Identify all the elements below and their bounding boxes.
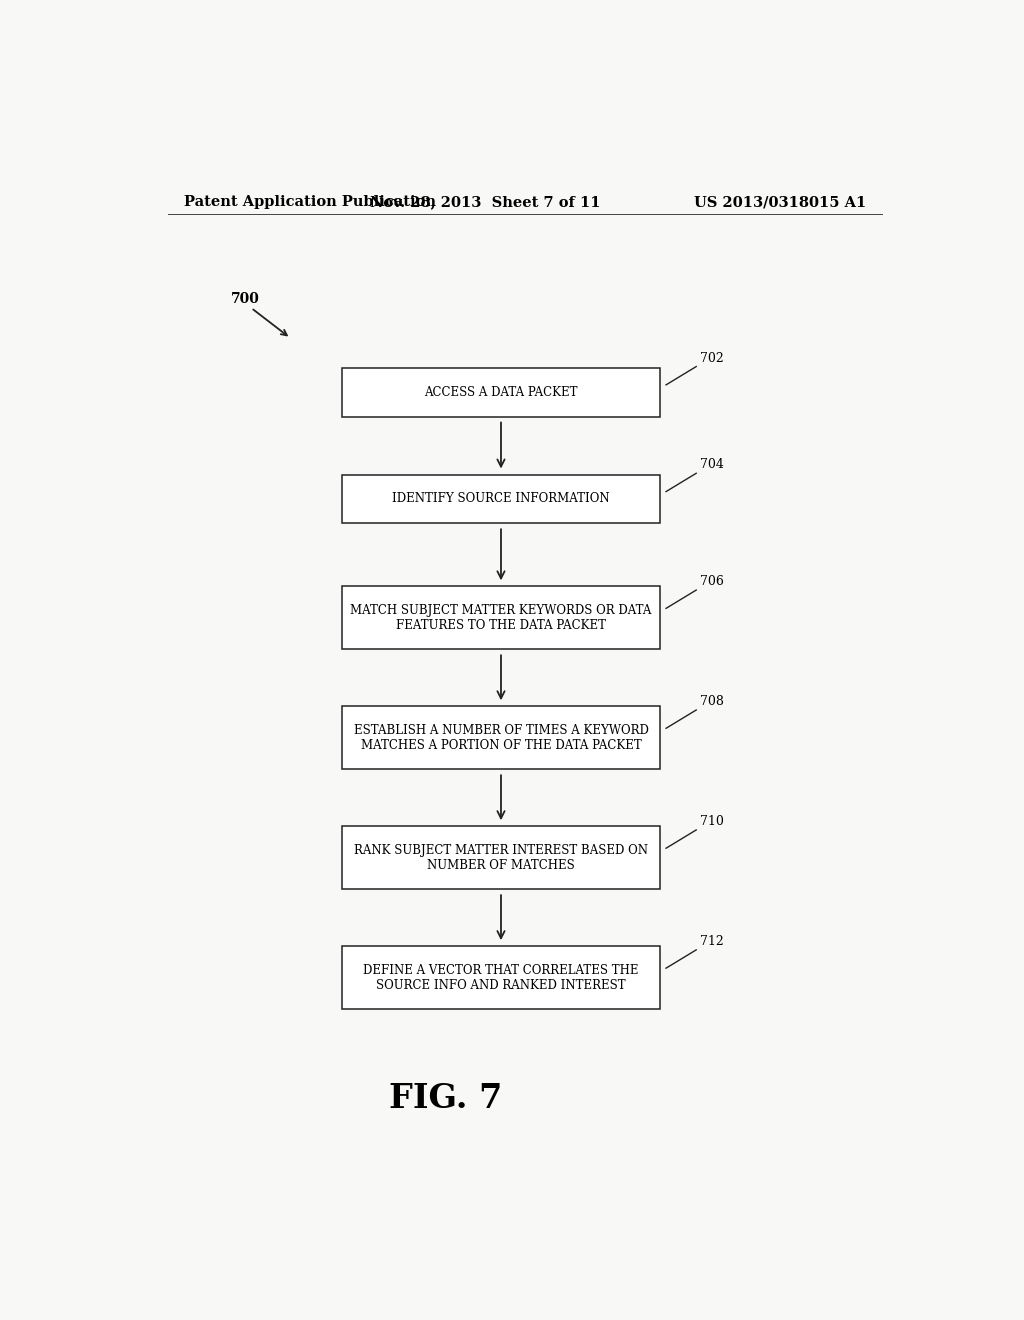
Text: 706: 706: [700, 576, 724, 587]
Text: ACCESS A DATA PACKET: ACCESS A DATA PACKET: [424, 385, 578, 399]
FancyBboxPatch shape: [342, 826, 659, 890]
FancyBboxPatch shape: [342, 368, 659, 417]
Text: FIG. 7: FIG. 7: [389, 1082, 502, 1115]
Text: Patent Application Publication: Patent Application Publication: [183, 195, 435, 209]
Text: 712: 712: [700, 935, 724, 948]
Text: US 2013/0318015 A1: US 2013/0318015 A1: [694, 195, 866, 209]
FancyBboxPatch shape: [342, 706, 659, 770]
Text: 708: 708: [700, 694, 724, 708]
Text: DEFINE A VECTOR THAT CORRELATES THE
SOURCE INFO AND RANKED INTEREST: DEFINE A VECTOR THAT CORRELATES THE SOUR…: [364, 964, 639, 991]
FancyBboxPatch shape: [342, 946, 659, 1008]
Text: IDENTIFY SOURCE INFORMATION: IDENTIFY SOURCE INFORMATION: [392, 492, 610, 506]
Text: 710: 710: [700, 814, 724, 828]
Text: Nov. 28, 2013  Sheet 7 of 11: Nov. 28, 2013 Sheet 7 of 11: [370, 195, 600, 209]
Text: 700: 700: [231, 292, 260, 306]
Text: RANK SUBJECT MATTER INTEREST BASED ON
NUMBER OF MATCHES: RANK SUBJECT MATTER INTEREST BASED ON NU…: [354, 843, 648, 871]
Text: ESTABLISH A NUMBER OF TIMES A KEYWORD
MATCHES A PORTION OF THE DATA PACKET: ESTABLISH A NUMBER OF TIMES A KEYWORD MA…: [353, 723, 648, 752]
Text: 704: 704: [700, 458, 724, 471]
FancyBboxPatch shape: [342, 586, 659, 649]
Text: MATCH SUBJECT MATTER KEYWORDS OR DATA
FEATURES TO THE DATA PACKET: MATCH SUBJECT MATTER KEYWORDS OR DATA FE…: [350, 603, 651, 632]
Text: 702: 702: [700, 351, 724, 364]
FancyBboxPatch shape: [342, 474, 659, 523]
